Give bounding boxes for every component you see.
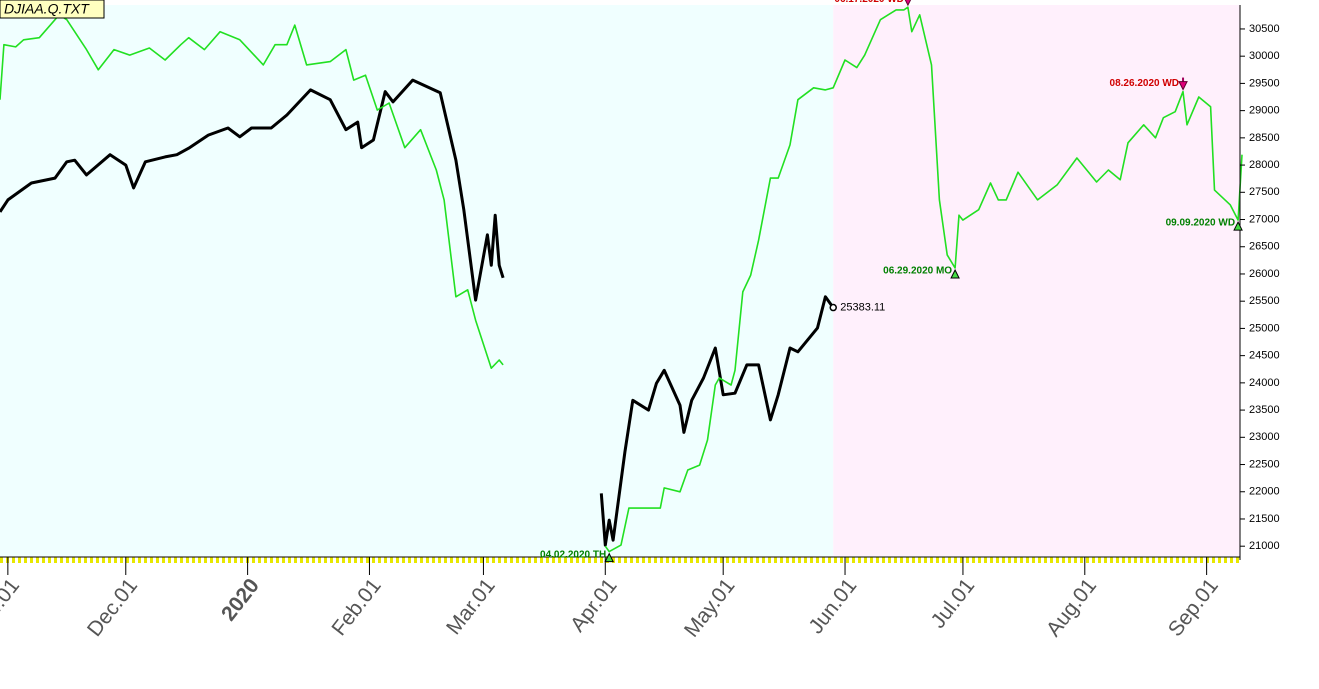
y-tick-label: 27500 [1249,186,1280,198]
series-line [0,78,835,547]
y-tick-label: 30500 [1249,23,1280,35]
annotation: 08.26.2020 WD [1110,78,1180,89]
trough-marker [604,552,615,563]
peak-marker [1178,81,1188,91]
x-tick-label: Dec.01 [83,574,142,641]
annotation: 06.29.2020 MO [883,266,952,277]
y-tick-label: 24500 [1249,350,1280,362]
y-tick-label: 23500 [1249,404,1280,416]
projection-region [833,5,1240,556]
background [0,5,1240,556]
y-tick-label: 30000 [1249,50,1280,62]
y-tick-label: 24000 [1249,377,1280,389]
y-tick-label: 26000 [1249,268,1280,280]
chart-title: DJIAA.Q.TXT [4,1,90,17]
x-tick-label: May.01 [680,574,740,641]
x-tick-label: 2020 [217,574,264,625]
y-tick-label: 29000 [1249,105,1280,117]
y-tick-label: 22000 [1249,486,1280,498]
x-tick-label: Jun.01 [804,574,861,638]
y-tick-label: 29500 [1249,77,1280,89]
y-tick-label: 27000 [1249,213,1280,225]
x-tick-label: Sep.01 [1164,574,1223,641]
x-tick-label: Feb.01 [327,574,385,640]
trough-marker [950,268,960,279]
annotation: 04.02.2020 TH [540,549,606,560]
x-tick-label: Nov.01 [0,574,24,639]
y-tick-label: 25000 [1249,322,1280,334]
y-tick-label: 21500 [1249,513,1280,525]
annotation: 09.09.2020 WD [1166,218,1236,229]
x-tick-label: Aug.01 [1042,574,1101,641]
value-label: 25383.11 [840,301,885,313]
actual-region [0,5,834,556]
x-tick-label: Mar.01 [442,574,500,639]
y-tick-label: 28500 [1249,132,1280,144]
trough-marker [1233,220,1243,231]
title-box [0,0,105,19]
x-tick-label: Jul.01 [927,574,980,632]
last-point [829,303,837,312]
peak-marker [904,0,912,7]
y-tick-label: 28000 [1249,159,1280,171]
y-tick-label: 22500 [1249,458,1280,470]
y-tick-label: 21000 [1249,540,1280,552]
annotation: 06.17.2020 WD [834,0,904,5]
x-tick-label: Apr.01 [566,574,622,636]
y-tick-label: 26500 [1249,241,1280,253]
y-tick-label: 23000 [1249,431,1280,443]
y-tick-label: 25500 [1249,295,1280,307]
